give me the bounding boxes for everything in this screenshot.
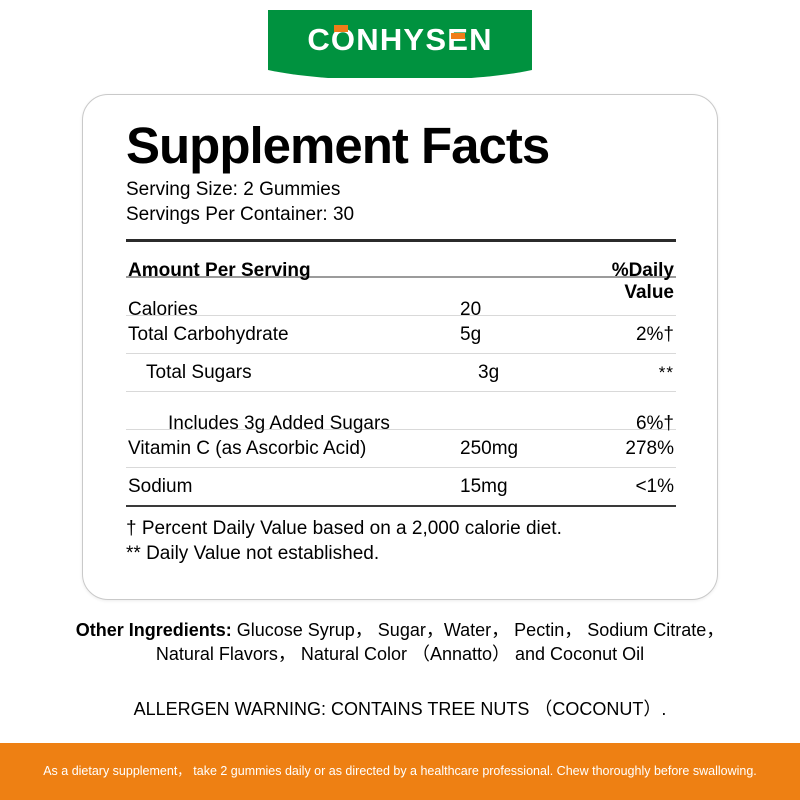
nutrient-amount — [500, 392, 610, 429]
footnote-not-established: ** Daily Value not established. — [126, 543, 380, 564]
row-divider — [126, 315, 676, 316]
panel-title: Supplement Facts — [126, 117, 550, 174]
serving-size: Serving Size: 2 Gummies — [126, 179, 341, 200]
table-header-row: Amount Per Serving %Daily Value — [126, 242, 676, 303]
nutrient-name: Total Sugars — [146, 361, 252, 383]
table-row: Total Carbohydrate 5g 2%† — [126, 316, 676, 353]
nutrient-daily-value: 2%† — [635, 323, 674, 345]
nutrient-amount: 20 — [460, 299, 482, 320]
rule-bottom — [126, 505, 676, 507]
amount-per-serving-header: Amount Per Serving — [128, 260, 311, 281]
other-ingredients: Other Ingredients: Glucose Syrup， Sugar，… — [60, 618, 740, 666]
table-row: Vitamin C (as Ascorbic Acid) 250mg 278% — [126, 430, 676, 467]
nutrient-name: Total Carbohydrate — [128, 323, 289, 345]
nutrient-daily-value: ** — [658, 362, 674, 382]
rule-top — [126, 239, 676, 242]
directions-text: As a dietary supplement， take 2 gummies … — [43, 764, 757, 778]
footnote-daily-value: † Percent Daily Value based on a 2,000 c… — [126, 518, 562, 539]
row-divider — [126, 467, 676, 468]
nutrient-daily-value: 6%† — [635, 413, 674, 434]
rule-under-header — [126, 276, 676, 278]
nutrient-amount: 5g — [460, 323, 482, 345]
nutrient-amount: 3g — [478, 361, 500, 383]
directions-banner: As a dietary supplement， take 2 gummies … — [0, 743, 800, 800]
servings-per-container: Servings Per Container: 30 — [126, 204, 355, 225]
nutrient-amount: 250mg — [460, 437, 519, 459]
nutrient-name: Calories — [128, 299, 198, 320]
row-divider — [126, 429, 676, 430]
nutrient-daily-value — [570, 278, 676, 315]
amount-column-spacer — [460, 242, 570, 276]
nutrient-name: Sodium — [128, 475, 193, 497]
table-row: Calories 20 — [126, 278, 676, 320]
logo-banner-shape — [268, 10, 532, 78]
table-row: Total Sugars 3g ** — [126, 354, 676, 391]
table-row: Includes 3g Added Sugars 6%† — [126, 392, 676, 434]
nutrient-amount: 15mg — [460, 475, 508, 497]
nutrient-daily-value: 278% — [625, 437, 674, 459]
nutrient-daily-value: <1% — [635, 475, 674, 497]
table-row: Sodium 15mg <1% — [126, 468, 676, 505]
row-divider — [126, 353, 676, 354]
supplement-facts-panel: Supplement Facts Serving Size: 2 Gummies… — [82, 94, 718, 600]
row-divider — [126, 391, 676, 392]
other-ingredients-label: Other Ingredients: — [75, 620, 232, 640]
nutrient-name: Includes 3g Added Sugars — [168, 413, 390, 434]
allergen-warning: ALLERGEN WARNING: CONTAINS TREE NUTS （CO… — [133, 699, 667, 719]
other-ingredients-text: Glucose Syrup， Sugar，Water， Pectin， Sodi… — [155, 620, 725, 664]
nutrient-name: Vitamin C (as Ascorbic Acid) — [128, 437, 367, 459]
daily-value-header: %Daily Value — [611, 260, 674, 303]
